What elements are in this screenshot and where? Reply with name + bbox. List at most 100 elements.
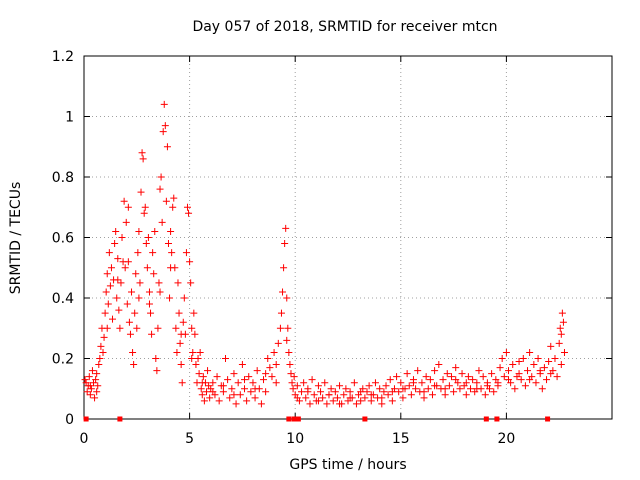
data-point: [102, 288, 110, 296]
data-point: [409, 379, 417, 387]
data-point: [97, 342, 105, 350]
data-point: [515, 358, 523, 366]
data-point: [124, 203, 132, 211]
data-point: [238, 361, 246, 369]
data-point: [502, 348, 510, 356]
data-point: [386, 376, 394, 384]
data-point: [188, 355, 196, 362]
data-point: [498, 355, 506, 362]
data-point: [317, 388, 325, 396]
data-point: [405, 382, 413, 390]
data-point: [418, 379, 426, 387]
data-point: [329, 397, 337, 405]
data-point: [488, 370, 496, 378]
data-point: [174, 279, 182, 287]
data-point: [462, 379, 470, 387]
data-point: [327, 385, 335, 393]
data-point: [445, 382, 453, 390]
data-point: [388, 397, 396, 405]
data-point: [222, 355, 230, 362]
data-point: [153, 367, 161, 375]
data-point: [116, 324, 124, 332]
data-point: [545, 358, 553, 366]
data-point: [524, 367, 532, 375]
data-point: [346, 394, 354, 402]
data-point: [283, 294, 291, 302]
y-tick-label: 1.2: [52, 49, 74, 65]
data-point: [367, 391, 375, 399]
data-point: [414, 367, 422, 375]
data-point: [293, 382, 301, 390]
data-point: [103, 270, 111, 278]
data-point: [559, 318, 567, 326]
data-point: [200, 397, 208, 405]
data-point: [81, 376, 89, 384]
y-tick-label: 0.2: [52, 352, 74, 368]
data-point: [152, 355, 160, 362]
data-point: [388, 388, 396, 396]
zero-point: [83, 416, 89, 422]
data-point: [298, 388, 306, 396]
data-point: [247, 388, 255, 396]
data-point: [494, 379, 502, 387]
data-point: [143, 264, 151, 272]
data-point: [441, 391, 449, 399]
data-point: [285, 348, 293, 356]
data-point: [336, 400, 344, 408]
data-point: [123, 300, 131, 308]
data-point: [257, 400, 265, 408]
data-point: [505, 367, 513, 375]
data-point: [245, 373, 253, 381]
data-point: [120, 197, 128, 205]
data-point: [462, 391, 470, 399]
data-point: [336, 382, 344, 390]
data-point: [164, 240, 172, 248]
y-tick-label: 0.4: [52, 291, 74, 307]
data-point: [99, 348, 107, 356]
data-point: [112, 227, 120, 235]
data-point: [121, 264, 129, 272]
zero-point: [286, 416, 292, 422]
data-point: [163, 143, 171, 151]
data-point: [145, 300, 153, 308]
data-point: [93, 370, 101, 378]
data-point: [251, 385, 259, 393]
data-point: [230, 370, 238, 378]
data-point: [521, 382, 529, 390]
data-point: [270, 348, 278, 356]
data-point: [91, 394, 99, 402]
data-point: [83, 388, 91, 396]
data-point: [204, 367, 212, 375]
data-point: [536, 367, 544, 375]
data-point: [439, 376, 447, 384]
zero-point: [362, 416, 368, 422]
data-point: [287, 370, 295, 378]
data-point: [420, 388, 428, 396]
y-axis-label: SRMTID / TECUs: [8, 182, 24, 295]
data-point: [428, 391, 436, 399]
data-point: [125, 318, 133, 326]
zero-point: [295, 416, 301, 422]
data-point: [331, 388, 339, 396]
data-point: [94, 382, 102, 390]
data-point: [530, 361, 538, 369]
data-point: [515, 370, 523, 378]
data-point: [87, 385, 95, 393]
data-points: [81, 100, 568, 422]
data-point: [139, 155, 147, 163]
data-point: [262, 370, 270, 378]
zero-point: [483, 416, 489, 422]
data-point: [136, 279, 144, 287]
data-point: [376, 385, 384, 393]
data-point: [319, 394, 327, 402]
data-point: [167, 227, 175, 235]
data-point: [130, 361, 138, 369]
data-point: [178, 379, 186, 387]
data-point: [194, 355, 202, 362]
data-point: [189, 348, 197, 356]
data-point: [399, 394, 407, 402]
data-point: [511, 385, 519, 393]
data-point: [169, 203, 177, 211]
data-point: [175, 309, 183, 317]
data-point: [180, 294, 188, 302]
